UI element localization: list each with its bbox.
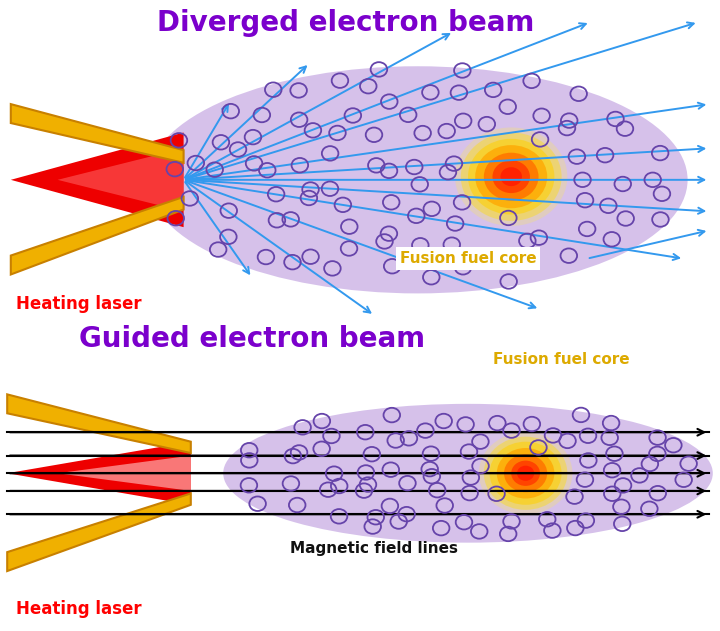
Circle shape [468, 139, 554, 215]
Polygon shape [11, 104, 184, 163]
Text: Magnetic field lines: Magnetic field lines [290, 541, 459, 557]
Text: Diverged electron beam: Diverged electron beam [157, 9, 534, 37]
Circle shape [497, 448, 554, 498]
Circle shape [490, 442, 562, 505]
Circle shape [492, 160, 530, 193]
Circle shape [484, 437, 567, 510]
Polygon shape [11, 197, 184, 274]
Circle shape [484, 153, 539, 201]
Polygon shape [7, 442, 191, 505]
Circle shape [455, 127, 567, 226]
Ellipse shape [223, 404, 713, 543]
Text: Fusion fuel core: Fusion fuel core [400, 251, 536, 266]
Polygon shape [7, 394, 191, 453]
Ellipse shape [148, 66, 688, 293]
Circle shape [461, 133, 562, 221]
Text: Fusion fuel core: Fusion fuel core [493, 352, 630, 367]
Polygon shape [58, 148, 184, 211]
Circle shape [517, 466, 534, 481]
Circle shape [504, 454, 547, 492]
Circle shape [475, 145, 547, 208]
Text: Heating laser: Heating laser [17, 600, 142, 618]
Polygon shape [11, 133, 184, 227]
Circle shape [479, 432, 572, 514]
Circle shape [511, 461, 540, 486]
Polygon shape [7, 493, 191, 571]
Polygon shape [58, 456, 191, 491]
Text: Heating laser: Heating laser [17, 295, 142, 313]
Text: Guided electron beam: Guided electron beam [79, 325, 425, 353]
Circle shape [500, 167, 522, 186]
